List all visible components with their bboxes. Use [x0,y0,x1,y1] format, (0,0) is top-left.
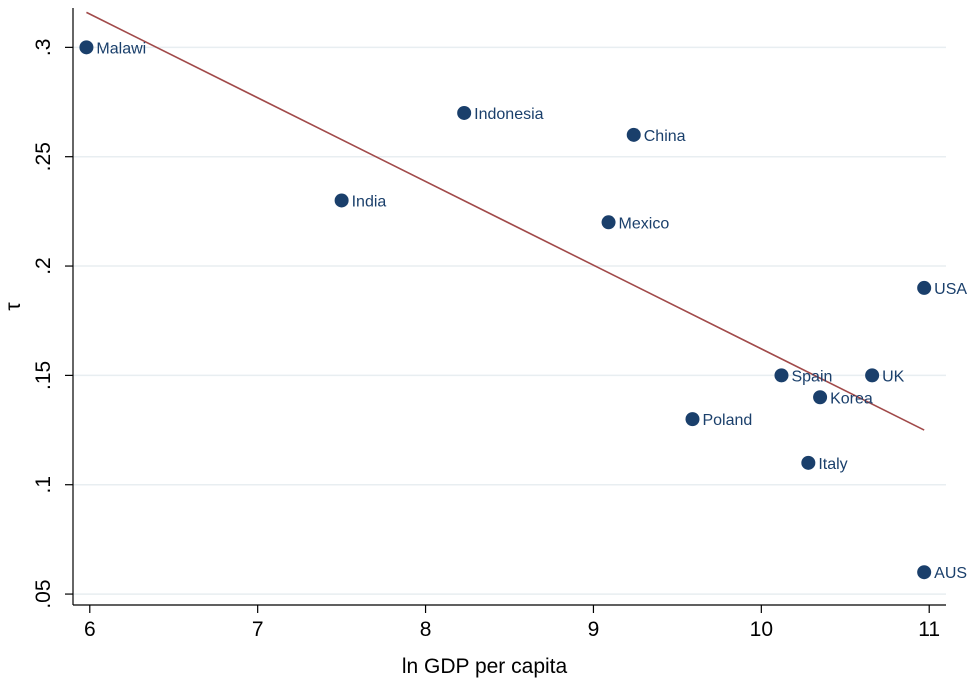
x-axis-title: ln GDP per capita [402,655,568,678]
data-point [602,215,616,229]
data-point [627,128,641,142]
y-tick-label: .2 [32,257,55,275]
y-axis-ticks: .05 .1 .15 .2 .25 .3 [32,39,73,609]
data-point-label: Mexico [619,215,670,232]
y-tick-label: .05 [32,579,55,608]
data-point-label: Italy [818,456,847,473]
x-axis-ticks: 6 7 8 9 10 11 [84,605,940,641]
data-point [335,193,349,207]
x-tick-label: 7 [252,618,264,641]
y-tick-label: .25 [32,142,55,171]
data-points: Malawi Indonesia China India Mexico USA Spain U… [79,40,967,582]
data-point-label: Poland [702,412,752,429]
data-point-label: Spain [791,368,832,385]
data-point-label: Korea [830,390,873,407]
data-point-label: UK [882,368,905,385]
data-point [774,368,788,382]
x-tick-label: 8 [420,618,432,641]
y-tick-label: .1 [32,476,55,494]
data-point [865,368,879,382]
x-tick-label: 9 [588,618,600,641]
data-point-label: AUS [934,565,967,582]
x-tick-label: 6 [84,618,96,641]
data-point-label: USA [934,281,967,298]
x-tick-label: 11 [918,618,940,641]
data-point [685,412,699,426]
y-axis-title: τ [2,302,25,311]
data-point [457,106,471,120]
y-tick-label: .15 [32,361,55,390]
grid-lines [73,47,946,594]
data-point [917,565,931,579]
data-point [917,281,931,295]
data-point [79,40,93,54]
data-point-label: Malawi [96,40,146,57]
y-tick-label: .3 [32,39,55,57]
data-point [813,390,827,404]
data-point-label: China [644,128,686,145]
data-point-label: Indonesia [474,106,543,123]
data-point [801,456,815,470]
x-tick-label: 10 [750,618,773,641]
data-point-label: India [352,193,387,210]
